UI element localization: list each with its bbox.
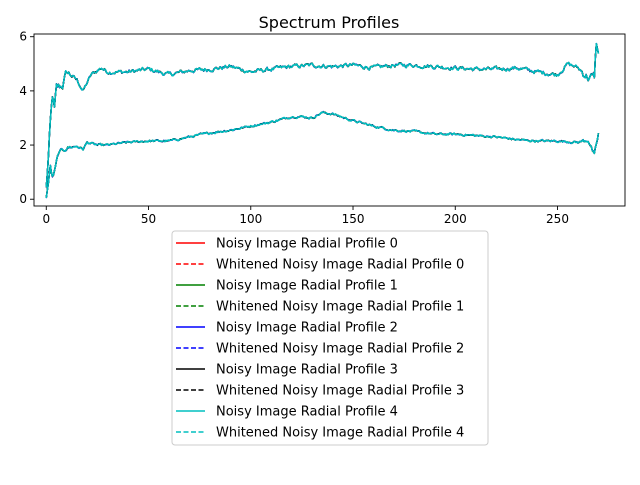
legend-items: Noisy Image Radial Profile 0 Whitened Noi… bbox=[176, 237, 464, 441]
y-tick-label: 4 bbox=[19, 84, 27, 98]
y-tick-label: 0 bbox=[19, 192, 27, 206]
series-line-8-lower bbox=[45, 111, 600, 199]
series-line-0-lower bbox=[45, 111, 600, 198]
y-tick-label: 6 bbox=[19, 30, 27, 44]
x-tick-label: 150 bbox=[342, 212, 365, 226]
legend-label-2: Noisy Image Radial Profile 1 bbox=[216, 279, 398, 294]
plot-frame bbox=[33, 33, 626, 207]
x-axis-ticks: 0 50 100 150 200 250 bbox=[42, 206, 569, 226]
series-line-7-lower bbox=[45, 111, 600, 199]
legend-label-9: Whitened Noisy Image Radial Profile 4 bbox=[216, 426, 464, 441]
x-tick-label: 100 bbox=[239, 212, 262, 226]
series-line-6-lower bbox=[45, 111, 600, 199]
series-line-3-lower bbox=[45, 111, 600, 199]
y-tick-label: 2 bbox=[19, 138, 27, 152]
legend-label-8: Noisy Image Radial Profile 4 bbox=[216, 405, 398, 420]
series-line-4-lower bbox=[45, 110, 600, 199]
series-line-5-lower bbox=[45, 111, 600, 198]
x-tick-label: 250 bbox=[546, 212, 569, 226]
series-line-9-lower bbox=[45, 111, 600, 198]
series-line-9-upper bbox=[45, 42, 600, 188]
plot-lines bbox=[45, 42, 600, 199]
chart-title: Spectrum Profiles bbox=[259, 13, 400, 32]
legend-label-4: Noisy Image Radial Profile 2 bbox=[216, 321, 398, 336]
legend-label-5: Whitened Noisy Image Radial Profile 2 bbox=[216, 342, 464, 357]
legend-label-0: Noisy Image Radial Profile 0 bbox=[216, 237, 398, 252]
x-tick-label: 200 bbox=[444, 212, 467, 226]
x-tick-label: 0 bbox=[42, 212, 50, 226]
series-line-1-lower bbox=[45, 111, 600, 198]
legend-label-1: Whitened Noisy Image Radial Profile 0 bbox=[216, 258, 464, 273]
x-tick-label: 50 bbox=[141, 212, 156, 226]
series-line-8-upper bbox=[45, 43, 600, 187]
y-axis-ticks: 0 2 4 6 bbox=[19, 30, 34, 206]
legend-label-3: Whitened Noisy Image Radial Profile 1 bbox=[216, 300, 464, 315]
legend-label-7: Whitened Noisy Image Radial Profile 3 bbox=[216, 384, 464, 399]
series-line-2-lower bbox=[45, 111, 600, 198]
legend-label-6: Noisy Image Radial Profile 3 bbox=[216, 363, 398, 378]
legend-frame bbox=[171, 230, 489, 446]
legend: Noisy Image Radial Profile 0 Whitened Noi… bbox=[171, 230, 489, 446]
